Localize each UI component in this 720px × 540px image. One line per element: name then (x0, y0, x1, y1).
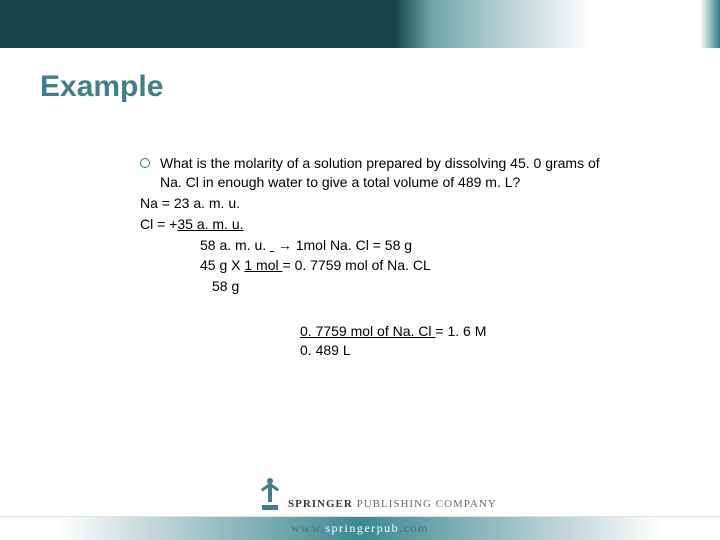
calc-conv-numerator: 1 mol (244, 257, 282, 273)
logo-text-rest: PUBLISHING COMPANY (353, 498, 497, 510)
question-text: What is the molarity of a solution prepa… (160, 154, 620, 192)
calc-sum-suffix: → 1mol Na. Cl = 58 g (274, 237, 412, 253)
top-bar-right-accent (700, 0, 720, 48)
calc-sum-line: 58 a. m. u. → 1mol Na. Cl = 58 g (200, 236, 620, 255)
calc-cl-prefix: Cl = + (140, 216, 177, 232)
calc-na-line: Na = 23 a. m. u. (140, 194, 620, 213)
calc-cl-line: Cl = +35 a. m. u. (140, 215, 620, 234)
answer-numerator-line: 0. 7759 mol of Na. Cl = 1. 6 M (300, 322, 720, 341)
logo-text-strong: SPRINGER (288, 498, 353, 510)
logo-figure-icon (260, 478, 280, 510)
footer-url: www.springerpub.com (291, 521, 429, 536)
calc-sum-prefix: 58 a. m. u. (200, 237, 270, 253)
answer-block: 0. 7759 mol of Na. Cl = 1. 6 M 0. 489 L (300, 322, 720, 360)
url-part-tld: .com (399, 521, 429, 535)
url-part-www: www. (291, 521, 325, 535)
footer-url-bar: www.springerpub.com (0, 516, 720, 540)
slide-title: Example (40, 70, 720, 104)
calc-conversion-denom: 58 g (212, 277, 620, 296)
calc-conv-prefix: 45 g X (200, 257, 244, 273)
calc-cl-value: 35 a. m. u. (177, 216, 243, 232)
slide-content: What is the molarity of a solution prepa… (140, 154, 620, 296)
answer-denominator: 0. 489 L (300, 341, 720, 360)
answer-result: = 1. 6 M (435, 323, 486, 339)
calc-conversion-line: 45 g X 1 mol = 0. 7759 mol of Na. CL (200, 256, 620, 275)
publisher-logo: SPRINGER PUBLISHING COMPANY (260, 478, 720, 510)
answer-numerator: 0. 7759 mol of Na. Cl (300, 323, 435, 339)
url-part-domain: springerpub (325, 521, 399, 535)
slide-footer: SPRINGER PUBLISHING COMPANY www.springer… (0, 478, 720, 540)
publisher-logo-text: SPRINGER PUBLISHING COMPANY (288, 498, 497, 510)
bullet-icon (140, 158, 150, 168)
bullet-item: What is the molarity of a solution prepa… (140, 154, 620, 192)
slide-top-bar (0, 0, 720, 48)
calc-conv-suffix: = 0. 7759 mol of Na. CL (283, 257, 431, 273)
